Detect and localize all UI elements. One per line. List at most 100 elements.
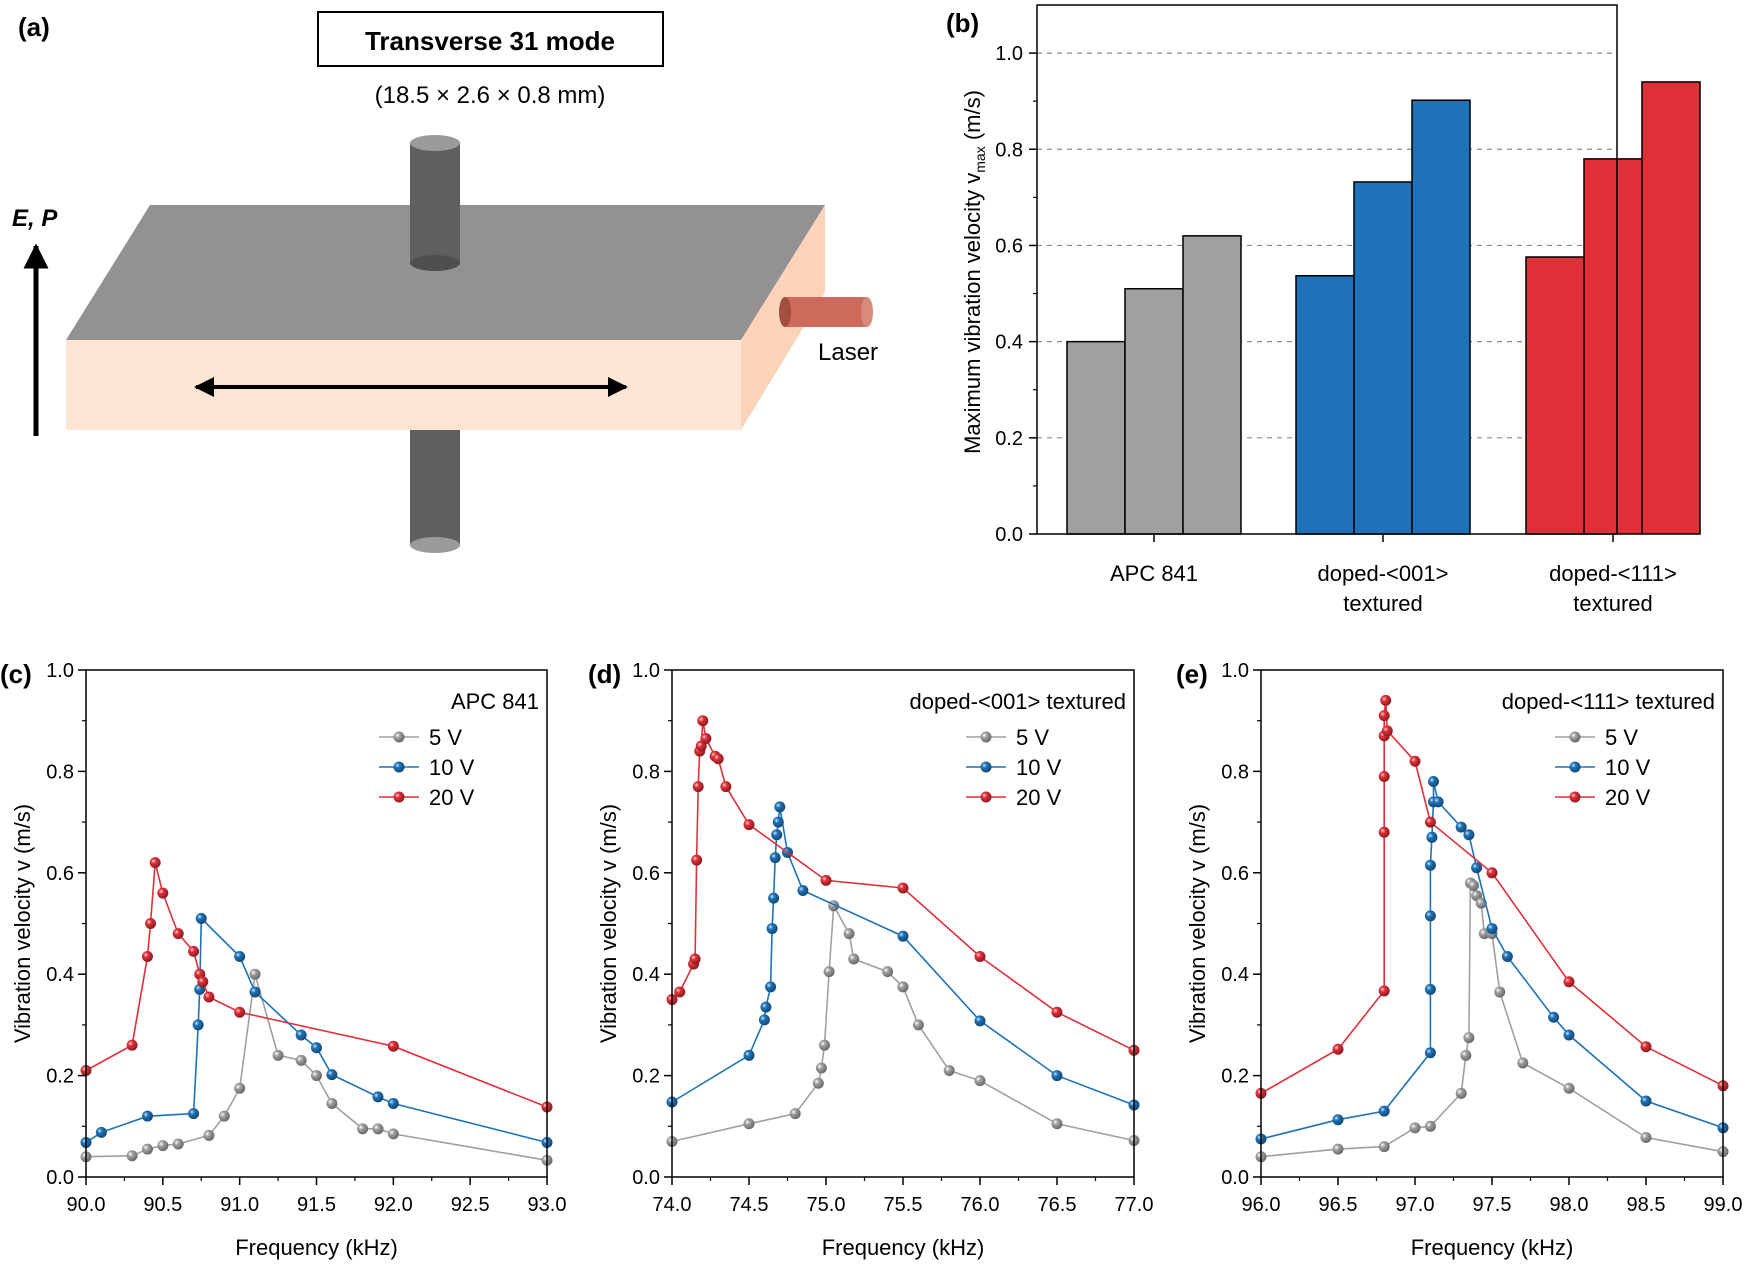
data-point	[766, 923, 778, 935]
data-point	[145, 918, 157, 929]
data-point	[1426, 831, 1438, 843]
x-tick-label: 91.0	[220, 1194, 259, 1216]
data-point	[234, 950, 246, 962]
series-20-v	[80, 857, 553, 1113]
mode-title: Transverse 31 mode	[365, 26, 615, 56]
data-point	[1424, 859, 1436, 871]
data-point	[700, 732, 712, 744]
mode-title-box	[317, 11, 664, 67]
data-point	[157, 887, 169, 899]
y-tick-label: 0.2	[632, 1066, 660, 1088]
data-point	[311, 1042, 322, 1054]
data-point	[249, 986, 261, 998]
data-point	[195, 912, 207, 924]
data-point	[912, 1019, 924, 1031]
data-point	[758, 1014, 770, 1026]
x-tick-label: 92.0	[374, 1194, 413, 1216]
legend-title: doped-<001> textured	[909, 689, 1126, 714]
data-point	[765, 981, 777, 993]
data-point	[697, 715, 709, 727]
data-point	[1332, 1043, 1344, 1055]
x-tick-label: 74.5	[730, 1194, 769, 1216]
y-tick-label: 0.6	[995, 235, 1023, 257]
x-tick-label: 74.0	[653, 1194, 692, 1216]
data-point	[141, 950, 153, 962]
data-point	[1378, 710, 1390, 722]
data-point	[1432, 796, 1444, 808]
data-point	[1471, 862, 1483, 874]
y-tick-label: 0.8	[995, 139, 1023, 161]
data-point	[1378, 1141, 1390, 1153]
plot-frame	[1036, 4, 1618, 535]
bar-group-doped-001-textured	[1295, 99, 1471, 535]
y-axis-title: Vibration velocity v (m/s)	[596, 804, 621, 1043]
data-point	[141, 1110, 153, 1122]
apc841-velocity-chart: (c) 90.0 90.5 91.0 91.5 92.0 92.5 93.0 0.0 0.2 0.…	[0, 659, 566, 1260]
legend-entry: 20 V	[1605, 785, 1651, 810]
series-line	[1260, 700, 1724, 1094]
x-tick-label: 90.0	[67, 1194, 106, 1216]
y-tick-label: 0.0	[46, 1167, 74, 1189]
laser-label: Laser	[818, 339, 878, 366]
data-point	[1378, 985, 1390, 997]
data-point	[387, 1128, 399, 1140]
data-point	[691, 854, 703, 866]
data-point	[1468, 879, 1480, 891]
doped-001-velocity-chart: (d) 74.0 74.5 75.0 75.5 76.0 76.5 77.0 0.0 0.2 0.…	[588, 659, 1153, 1260]
data-point	[272, 1049, 284, 1061]
data-point	[1424, 1047, 1436, 1059]
data-point	[1486, 923, 1498, 935]
data-point	[974, 950, 986, 962]
data-point	[1486, 867, 1498, 879]
bar-group-apc-841	[1066, 235, 1242, 535]
data-point	[823, 966, 835, 978]
data-point	[1463, 829, 1475, 841]
data-point	[1501, 950, 1513, 962]
plate-top-face	[66, 205, 825, 340]
y-tick-label: 1.0	[632, 660, 660, 682]
x-tick-label: 91.5	[297, 1194, 336, 1216]
y-tick-label: 0.2	[1221, 1066, 1249, 1088]
legend-entry: 20 V	[1016, 785, 1062, 810]
x-tick-label: 92.5	[451, 1194, 490, 1216]
data-point	[1409, 755, 1421, 767]
data-point	[157, 1140, 169, 1152]
legend-swatch-point	[980, 731, 992, 743]
laser-beam	[779, 297, 873, 327]
legend-entry: 5 V	[1016, 725, 1049, 750]
y-tick-label: 0.2	[46, 1066, 74, 1088]
data-point	[1332, 1114, 1344, 1126]
bar	[1525, 256, 1585, 535]
data-point	[712, 753, 724, 765]
y-tick-label: 0.0	[995, 524, 1023, 546]
y-tick-label: 0.0	[1221, 1167, 1249, 1189]
x-axis-title: Frequency (kHz)	[235, 1235, 398, 1260]
y-tick-label: 0.0	[632, 1167, 660, 1189]
y-axis-title: Vibration velocity v (m/s)	[1185, 804, 1210, 1043]
data-point	[774, 801, 786, 813]
legend-swatch-point	[393, 791, 405, 803]
data-point	[1640, 1095, 1652, 1107]
bar	[1583, 158, 1643, 535]
data-point	[1563, 976, 1575, 988]
x-axis-title: Frequency (kHz)	[822, 1235, 985, 1260]
bar	[1641, 81, 1701, 535]
data-point	[141, 1143, 153, 1155]
data-point	[760, 1001, 772, 1013]
data-point	[743, 1118, 755, 1130]
x-tick-label: 98.0	[1550, 1194, 1589, 1216]
data-point	[1475, 897, 1487, 909]
schematic-panel: (a) Transverse 31 mode (18.5 × 2.6 × 0.8…	[12, 11, 878, 553]
data-point	[1051, 1070, 1063, 1082]
panel-label-d: (d)	[588, 659, 621, 689]
data-point	[387, 1040, 399, 1052]
data-point	[1563, 1029, 1575, 1041]
data-point	[1563, 1082, 1575, 1094]
data-point	[249, 968, 261, 980]
max-velocity-bar-chart: (b) 0.0 0.2 0.4 0.6 0.8 1.0 APC 841 doped-<001>…	[946, 4, 1701, 616]
data-point	[218, 1110, 230, 1122]
data-point	[797, 885, 809, 897]
legend-title: doped-<111> textured	[1502, 689, 1715, 714]
data-point	[820, 874, 832, 886]
x-tick-label: 96.0	[1242, 1194, 1281, 1216]
